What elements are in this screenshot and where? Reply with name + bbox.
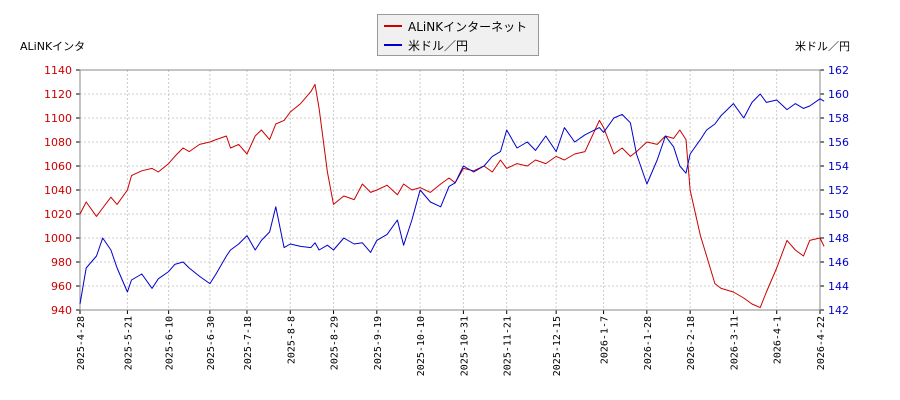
y-right-tick-label: 162 (828, 64, 849, 77)
x-tick-label: 2025-10-10 (416, 316, 427, 376)
y-right-tick-label: 152 (828, 184, 849, 197)
legend-item-alink: ALiNKインターネット (384, 17, 527, 35)
series-line-usdjpy (79, 93, 825, 305)
y-right-tick-label: 156 (828, 136, 849, 149)
plot-frame (79, 69, 821, 311)
x-tick-label: 2026-1-28 (643, 316, 654, 370)
y-left-tick-label: 940 (51, 304, 72, 317)
y-left-tick-label: 1080 (44, 136, 72, 149)
x-tick-label: 2026-1-7 (600, 316, 611, 364)
y-right-tick-label: 158 (828, 112, 849, 125)
y-right-tick-label: 160 (828, 88, 849, 101)
x-tick-label: 2025-7-18 (243, 316, 254, 370)
y-left-tick-label: 1000 (44, 232, 72, 245)
y-left-tick-label: 960 (51, 280, 72, 293)
y-left-tick-label: 980 (51, 256, 72, 269)
x-tick-label: 2026-4-1 (773, 316, 784, 364)
x-tick-label: 2025-5-21 (123, 316, 134, 370)
left-axis-title: ALiNKインタ (20, 40, 86, 53)
y-left-tick-label: 1100 (44, 112, 72, 125)
x-tick-label: 2026-4-22 (816, 316, 827, 370)
legend: ALiNKインターネット 米ドル／円 (377, 14, 539, 56)
x-tick-label: 2025-8-8 (286, 316, 297, 364)
x-tick-label: 2025-6-30 (206, 316, 217, 370)
legend-label-alink: ALiNKインターネット (408, 19, 528, 34)
x-tick-label: 2025-11-21 (503, 316, 514, 376)
right-axis-title: 米ドル／円 (795, 40, 850, 53)
x-tick-label: 2025-10-31 (459, 316, 470, 376)
x-tick-label: 2025-9-19 (373, 316, 384, 370)
legend-item-usdjpy: 米ドル／円 (384, 36, 468, 54)
series-line-alink (79, 83, 825, 309)
y-left-tick-label: 1060 (44, 160, 72, 173)
x-tick-label: 2025-6-10 (165, 316, 176, 370)
x-tick-label: 2026-3-11 (729, 316, 740, 370)
x-tick-label: 2026-2-18 (686, 316, 697, 370)
y-left-tick-label: 1120 (44, 88, 72, 101)
legend-swatch-alink (384, 25, 402, 27)
y-left-tick-label: 1040 (44, 184, 72, 197)
x-tick-label: 2025-12-15 (552, 316, 563, 376)
x-tick-label: 2025-4-28 (76, 316, 87, 370)
legend-swatch-usdjpy (384, 44, 402, 46)
y-right-tick-label: 148 (828, 232, 849, 245)
y-right-tick-label: 150 (828, 208, 849, 221)
y-right-tick-label: 154 (828, 160, 849, 173)
legend-label-usdjpy: 米ドル／円 (408, 38, 469, 53)
y-right-tick-label: 142 (828, 304, 849, 317)
y-left-tick-label: 1020 (44, 208, 72, 221)
y-left-tick-label: 1140 (44, 64, 72, 77)
y-right-tick-label: 144 (828, 280, 849, 293)
y-right-tick-label: 146 (828, 256, 849, 269)
x-tick-label: 2025-8-29 (330, 316, 341, 370)
